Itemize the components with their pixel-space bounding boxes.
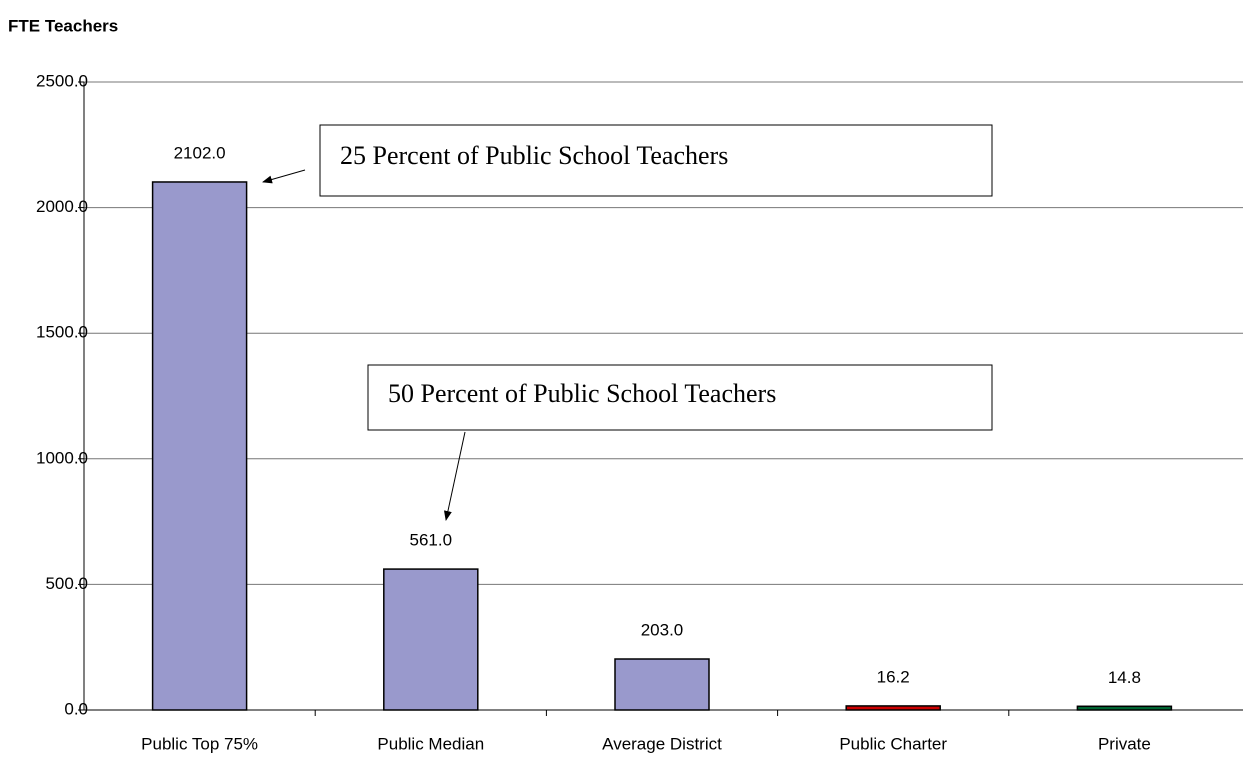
bar	[845, 705, 941, 711]
annotation-arrow	[262, 169, 306, 184]
x-tick-label: Average District	[602, 734, 722, 753]
x-tick-label: Public Charter	[839, 734, 947, 753]
value-label: 2102.0	[174, 143, 226, 162]
y-tick-label: 1000.0	[36, 448, 88, 467]
bar	[383, 568, 479, 711]
x-tick-label: Public Median	[377, 734, 484, 753]
bar	[1076, 705, 1173, 711]
x-tick-label: Private	[1098, 734, 1151, 753]
value-label: 16.2	[877, 667, 910, 686]
value-label: 203.0	[641, 620, 684, 639]
bar	[614, 658, 710, 711]
x-tick-label: Public Top 75%	[141, 734, 258, 753]
value-label: 14.8	[1108, 668, 1141, 687]
bar	[151, 181, 248, 711]
y-tick-label: 1500.0	[36, 323, 88, 342]
chart-title: FTE Teachers	[8, 16, 118, 35]
value-label: 561.0	[410, 531, 453, 550]
y-tick-label: 2500.0	[36, 71, 88, 90]
annotation-arrow	[443, 431, 466, 521]
y-tick-label: 0.0	[64, 699, 88, 718]
y-tick-label: 2000.0	[36, 197, 88, 216]
annotation-box	[367, 364, 993, 431]
y-tick-label: 500.0	[45, 574, 88, 593]
annotation: 50 Percent of Public School Teachers	[388, 379, 776, 408]
annotation-box	[319, 124, 993, 197]
annotation: 25 Percent of Public School Teachers	[340, 141, 728, 170]
